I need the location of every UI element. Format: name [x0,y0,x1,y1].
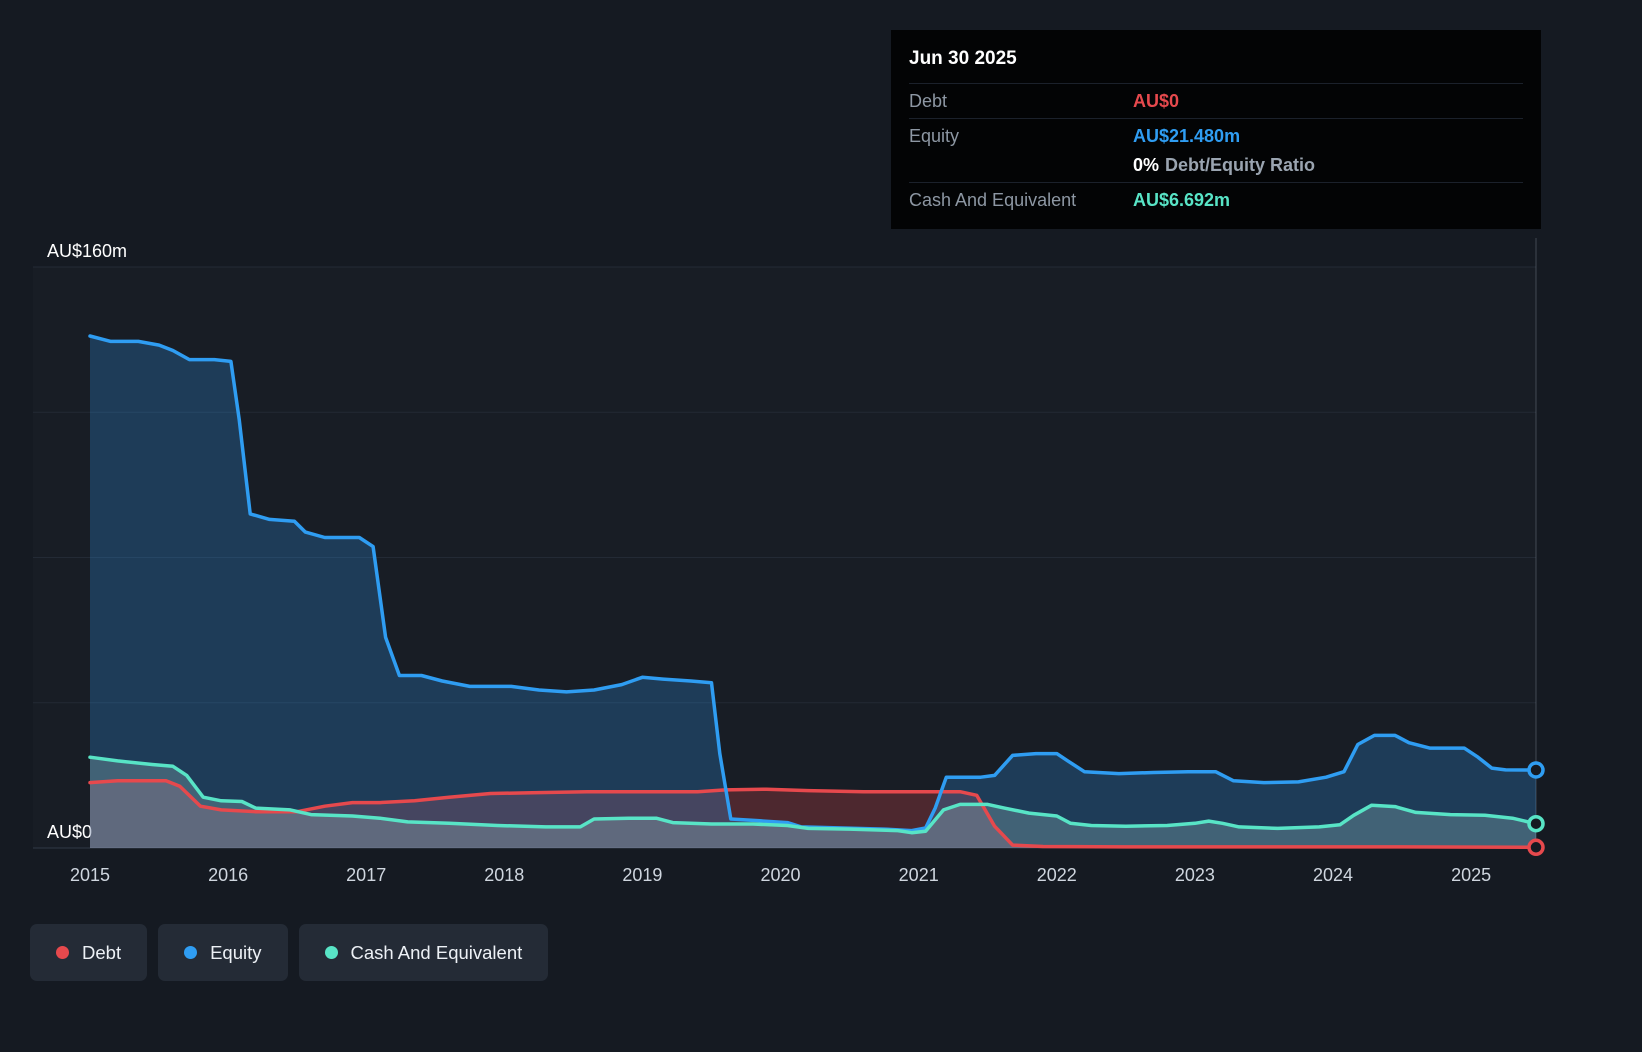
tooltip-label-equity: Equity [909,126,960,146]
series-line-cash-and-equivalent [88,755,1538,835]
x-axis-label-2018: 2018 [484,865,524,885]
tooltip-row-ratio: 0% Debt/Equity Ratio [909,153,1523,182]
y-axis-label-160: AU$160m [47,241,127,261]
x-axis-label-2015: 2015 [70,865,110,885]
chart-tooltip: Jun 30 2025 Debt AU$0 Equity AU$21.480m … [891,30,1541,229]
chart-legend: Debt Equity Cash And Equivalent [30,924,549,981]
series-line-equity [88,334,1538,833]
ratio-text: Debt/Equity Ratio [1165,155,1316,175]
x-axis-label-2021: 2021 [899,865,939,885]
tooltip-date: Jun 30 2025 [909,48,1017,69]
legend-item-equity[interactable]: Equity [158,924,288,981]
tooltip-label-cash: Cash And Equivalent [909,190,1077,210]
legend-item-debt[interactable]: Debt [30,924,148,981]
tooltip-value-debt: AU$0 [1133,91,1180,111]
tooltip-row-cash: Cash And Equivalent AU$6.692m [909,182,1523,217]
endpoint-marker-equity [1527,761,1545,779]
tooltip-value-ratio: 0% Debt/Equity Ratio [1133,155,1315,175]
tooltip-value-equity: AU$21.480m [1133,126,1241,146]
x-axis-label-2016: 2016 [208,865,248,885]
ratio-percent: 0% [1133,155,1160,175]
tooltip-row-equity: Equity AU$21.480m [909,118,1523,153]
legend-label-debt: Debt [82,941,122,963]
y-axis-label-0: AU$0 [47,822,92,842]
x-axis-label-2023: 2023 [1175,865,1215,885]
endpoint-marker-cash-and-equivalent [1527,814,1545,833]
x-axis-label-2025: 2025 [1451,865,1491,885]
legend-item-cash[interactable]: Cash And Equivalent [298,924,549,981]
tooltip-value-cash: AU$6.692m [1133,190,1231,210]
equity-dot-icon [184,946,198,959]
legend-label-cash: Cash And Equivalent [350,941,523,963]
series-line-debt [88,779,1538,850]
tooltip-row-debt: Debt AU$0 [909,83,1523,118]
debt-dot-icon [56,946,69,959]
legend-label-equity: Equity [210,941,262,963]
cash-dot-icon [324,946,338,959]
endpoint-marker-debt [1527,838,1545,857]
area-fill-equity [90,336,1536,848]
x-axis-label-2024: 2024 [1313,865,1353,885]
x-axis-label-2019: 2019 [622,865,662,885]
x-axis-label-2022: 2022 [1037,865,1077,885]
x-axis-label-2017: 2017 [346,865,386,885]
x-axis-label-2020: 2020 [760,865,800,885]
tooltip-label-debt: Debt [909,91,948,111]
